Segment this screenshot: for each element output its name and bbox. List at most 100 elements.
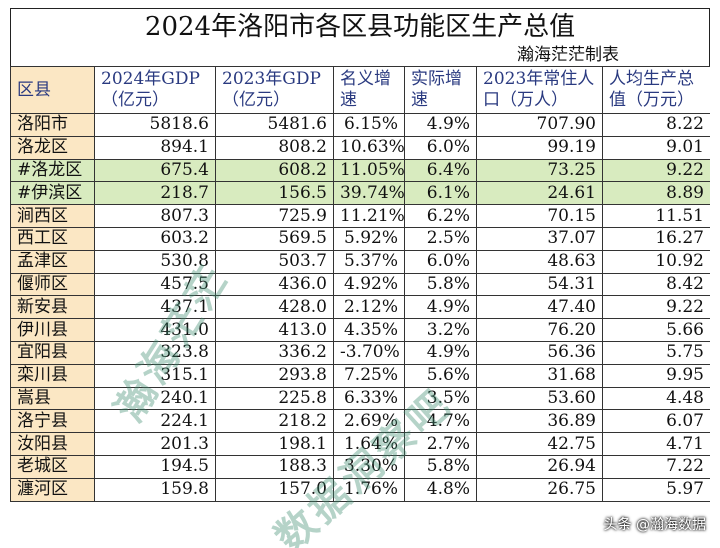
district-cell: 宜阳县	[10, 340, 95, 365]
district-cell: 栾川县	[10, 363, 95, 388]
value-cell: 11.21%	[333, 204, 405, 228]
value-cell: 3.30%	[333, 454, 405, 479]
value-cell: 1.76%	[333, 477, 405, 502]
value-cell: 99.19	[476, 135, 603, 160]
column-header: 2023年常住人口（万人）	[476, 66, 603, 114]
district-cell: 洛阳市	[10, 113, 95, 137]
header-row: 区县 2024年GDP（亿元） 2023年GDP（亿元） 名义增速 实际增速 2…	[10, 66, 710, 114]
table-row: 嵩县 240.1 225.8 6.33% 3.5% 53.60 4.48	[10, 386, 710, 411]
district-cell: #伊滨区	[10, 181, 95, 206]
value-cell: 4.92%	[333, 272, 405, 297]
value-cell: 503.7	[215, 249, 334, 274]
value-cell: -3.70%	[333, 340, 405, 365]
table-row: 西工区 603.2 569.5 5.92% 2.5% 37.07 16.27	[10, 226, 710, 251]
district-cell: 洛宁县	[10, 409, 95, 434]
column-header: 实际增速	[404, 66, 477, 114]
table-row: 偃师区 457.5 436.0 4.92% 5.8% 54.31 8.42	[10, 272, 710, 297]
value-cell: 157.0	[215, 477, 334, 502]
district-cell: 老城区	[10, 454, 95, 479]
value-cell: 6.07	[602, 409, 710, 434]
value-cell: 39.74%	[333, 181, 405, 206]
value-cell: 4.48	[602, 386, 710, 411]
spreadsheet: 2024年洛阳市各区县功能区生产总值 瀚海茫茫制表 区县 2024年GDP（亿元…	[10, 8, 710, 548]
source-watermark: 头条 @瀚海数据	[603, 517, 706, 533]
author-label: 瀚海茫茫制表	[517, 45, 619, 65]
table-row: 瀍河区 159.8 157.0 1.76% 4.8% 26.75 5.97	[10, 477, 710, 502]
value-cell: 894.1	[94, 135, 216, 160]
column-header: 人均生产总值（万元）	[602, 66, 710, 114]
value-cell: 4.9%	[404, 113, 477, 137]
value-cell: 4.71	[602, 432, 710, 456]
district-cell: 瀍河区	[10, 477, 95, 502]
column-header: 名义增速	[333, 66, 405, 114]
value-cell: 76.20	[476, 318, 603, 342]
district-cell: 伊川县	[10, 318, 95, 342]
value-cell: 8.22	[602, 113, 710, 137]
column-header: 2024年GDP（亿元）	[94, 66, 216, 114]
author-row: 瀚海茫茫制表	[10, 44, 710, 66]
district-cell: 西工区	[10, 226, 95, 251]
value-cell: 428.0	[215, 295, 334, 320]
district-cell: 嵩县	[10, 386, 95, 411]
value-cell: 5.66	[602, 318, 710, 342]
value-cell: 3.5%	[404, 386, 477, 411]
value-cell: 436.0	[215, 272, 334, 297]
column-header: 区县	[10, 66, 95, 114]
table-row: 洛龙区 894.1 808.2 10.63% 6.0% 99.19 9.01	[10, 135, 710, 160]
table-row: 宜阳县 323.8 336.2 -3.70% 4.9% 56.36 5.75	[10, 340, 710, 365]
value-cell: 54.31	[476, 272, 603, 297]
value-cell: 70.15	[476, 204, 603, 228]
value-cell: 530.8	[94, 249, 216, 274]
value-cell: 8.42	[602, 272, 710, 297]
value-cell: 608.2	[215, 158, 334, 183]
value-cell: 36.89	[476, 409, 603, 434]
value-cell: 5481.6	[215, 113, 334, 137]
value-cell: 9.22	[602, 295, 710, 320]
district-cell: 新安县	[10, 295, 95, 320]
table-row: 汝阳县 201.3 198.1 1.64% 2.7% 42.75 4.71	[10, 432, 710, 456]
value-cell: 707.90	[476, 113, 603, 137]
value-cell: 9.95	[602, 363, 710, 388]
value-cell: 240.1	[94, 386, 216, 411]
value-cell: 315.1	[94, 363, 216, 388]
value-cell: 6.0%	[404, 135, 477, 160]
value-cell: 5.75	[602, 340, 710, 365]
value-cell: 6.1%	[404, 181, 477, 206]
value-cell: 808.2	[215, 135, 334, 160]
value-cell: 24.61	[476, 181, 603, 206]
value-cell: 5818.6	[94, 113, 216, 137]
value-cell: 198.1	[215, 432, 334, 456]
value-cell: 2.7%	[404, 432, 477, 456]
value-cell: 9.22	[602, 158, 710, 183]
value-cell: 47.40	[476, 295, 603, 320]
value-cell: 5.8%	[404, 454, 477, 479]
value-cell: 336.2	[215, 340, 334, 365]
value-cell: 26.75	[476, 477, 603, 502]
value-cell: 194.5	[94, 454, 216, 479]
value-cell: 8.89	[602, 181, 710, 206]
value-cell: 201.3	[94, 432, 216, 456]
value-cell: 603.2	[94, 226, 216, 251]
value-cell: 73.25	[476, 158, 603, 183]
value-cell: 225.8	[215, 386, 334, 411]
value-cell: 26.94	[476, 454, 603, 479]
value-cell: 9.01	[602, 135, 710, 160]
district-cell: 孟津区	[10, 249, 95, 274]
value-cell: 10.92	[602, 249, 710, 274]
value-cell: 457.5	[94, 272, 216, 297]
value-cell: 56.36	[476, 340, 603, 365]
value-cell: 188.3	[215, 454, 334, 479]
table-row: #伊滨区 218.7 156.5 39.74% 6.1% 24.61 8.89	[10, 181, 710, 206]
value-cell: 218.2	[215, 409, 334, 434]
value-cell: 323.8	[94, 340, 216, 365]
district-cell: 偃师区	[10, 272, 95, 297]
value-cell: 1.64%	[333, 432, 405, 456]
value-cell: 2.5%	[404, 226, 477, 251]
district-cell: 涧西区	[10, 204, 95, 228]
value-cell: 413.0	[215, 318, 334, 342]
value-cell: 4.8%	[404, 477, 477, 502]
value-cell: 218.7	[94, 181, 216, 206]
value-cell: 31.68	[476, 363, 603, 388]
value-cell: 4.35%	[333, 318, 405, 342]
value-cell: 37.07	[476, 226, 603, 251]
